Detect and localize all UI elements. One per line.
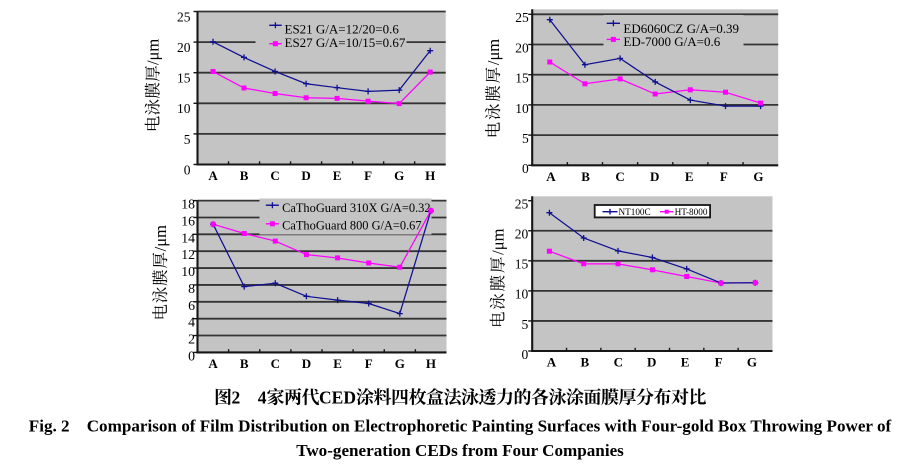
svg-text:C: C <box>270 168 279 183</box>
svg-text:2: 2 <box>188 332 195 347</box>
svg-text:8: 8 <box>188 281 195 296</box>
svg-text:/μm: /μm <box>484 39 503 65</box>
svg-text:4: 4 <box>188 315 195 330</box>
svg-text:15: 15 <box>515 71 529 86</box>
svg-text:CaThoGuard 800 G/A=0.67: CaThoGuard 800 G/A=0.67 <box>282 218 421 232</box>
svg-text:/μm: /μm <box>151 225 170 251</box>
svg-text:12: 12 <box>181 247 195 262</box>
svg-text:E: E <box>333 356 342 371</box>
svg-text:G: G <box>395 356 405 371</box>
svg-text:F: F <box>364 168 372 183</box>
svg-text:25: 25 <box>515 197 529 212</box>
svg-text:D: D <box>301 168 310 183</box>
svg-text:10: 10 <box>177 101 191 116</box>
svg-text:F: F <box>720 169 728 184</box>
svg-text:ES27 G/A=10/15=0.67: ES27 G/A=10/15=0.67 <box>285 35 406 50</box>
svg-text:NT100C: NT100C <box>619 207 651 217</box>
svg-text:F: F <box>715 355 723 370</box>
svg-text:15: 15 <box>177 71 191 86</box>
svg-text:F: F <box>365 356 373 371</box>
svg-text:25: 25 <box>177 9 191 24</box>
svg-text:A: A <box>208 168 218 183</box>
svg-text:CED: CED <box>319 388 356 408</box>
svg-text:0: 0 <box>522 161 529 176</box>
svg-text:A: A <box>208 356 218 371</box>
svg-text:D: D <box>647 355 656 370</box>
svg-text:A: A <box>546 169 556 184</box>
svg-text:10: 10 <box>515 101 529 116</box>
svg-text:D: D <box>650 169 659 184</box>
svg-text:/μm: /μm <box>489 228 508 254</box>
svg-text:ES21 G/A=12/20=0.6: ES21 G/A=12/20=0.6 <box>285 22 400 37</box>
svg-text:2: 2 <box>232 388 241 408</box>
svg-text:E: E <box>685 169 694 184</box>
svg-text:0: 0 <box>521 347 528 362</box>
svg-text:H: H <box>426 356 436 371</box>
svg-text:5: 5 <box>521 317 528 332</box>
svg-text:Two-generation CEDs from Four: Two-generation CEDs from Four Companies <box>296 441 624 460</box>
svg-text:/μm: /μm <box>144 39 163 65</box>
svg-text:E: E <box>333 168 342 183</box>
svg-text:C: C <box>615 169 624 184</box>
svg-text:16: 16 <box>181 213 195 228</box>
svg-text:5: 5 <box>184 132 191 147</box>
svg-text:10: 10 <box>515 287 529 302</box>
svg-text:CaThoGuard 310X G/A=0.32: CaThoGuard 310X G/A=0.32 <box>282 201 430 215</box>
svg-text:G: G <box>394 168 404 183</box>
svg-text:G: G <box>753 169 763 184</box>
svg-text:E: E <box>681 355 690 370</box>
svg-text:14: 14 <box>181 230 195 245</box>
svg-text:Fig. 2 Comparison of Film Dis: Fig. 2 Comparison of Film Distribution o… <box>29 417 892 436</box>
svg-text:20: 20 <box>515 227 529 242</box>
svg-text:H: H <box>425 168 435 183</box>
svg-text:B: B <box>581 355 590 370</box>
svg-text:B: B <box>240 168 249 183</box>
svg-text:HT-8000: HT-8000 <box>675 207 708 217</box>
svg-text:D: D <box>302 356 311 371</box>
svg-text:B: B <box>240 356 249 371</box>
svg-text:C: C <box>614 355 623 370</box>
svg-text:B: B <box>581 169 590 184</box>
svg-text:ED6060CZ G/A=0.39: ED6060CZ G/A=0.39 <box>623 21 739 36</box>
svg-text:15: 15 <box>515 257 529 272</box>
svg-text:A: A <box>547 355 557 370</box>
svg-text:C: C <box>271 356 280 371</box>
svg-text:G: G <box>747 355 757 370</box>
svg-text:10: 10 <box>181 264 195 279</box>
svg-text:25: 25 <box>515 10 529 25</box>
svg-text:0: 0 <box>188 348 195 363</box>
svg-text:20: 20 <box>515 40 529 55</box>
svg-text:6: 6 <box>188 298 195 313</box>
svg-text:0: 0 <box>184 162 191 177</box>
svg-text:4: 4 <box>258 388 267 408</box>
svg-text:20: 20 <box>177 40 191 55</box>
svg-text:5: 5 <box>522 131 529 146</box>
svg-text:18: 18 <box>181 197 195 212</box>
svg-text:ED-7000 G/A=0.6: ED-7000 G/A=0.6 <box>623 34 720 49</box>
